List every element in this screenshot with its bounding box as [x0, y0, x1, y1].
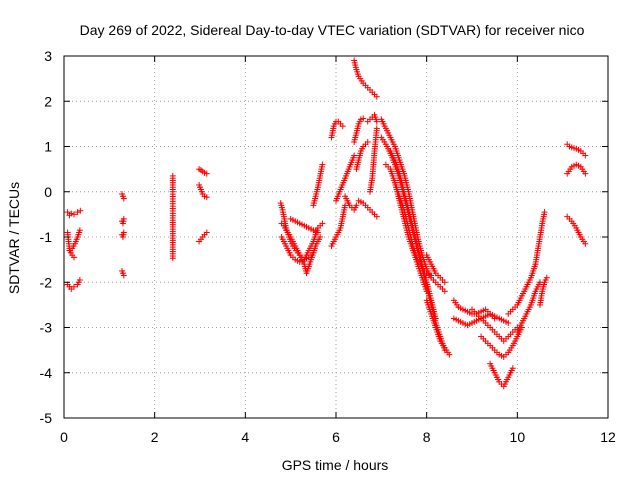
- data-point: [203, 194, 210, 201]
- data-point: [509, 365, 516, 372]
- data-point: [373, 118, 380, 125]
- data-point: [582, 152, 589, 159]
- data-point: [441, 279, 448, 286]
- x-tick-label: 6: [332, 429, 340, 445]
- y-tick-label: -5: [40, 410, 53, 426]
- data-point: [582, 170, 589, 177]
- data-point: [68, 210, 75, 217]
- data-point: [74, 209, 81, 216]
- data-point: [317, 234, 324, 240]
- x-tick-label: 8: [423, 429, 431, 445]
- y-tick-label: -1: [40, 229, 53, 245]
- data-point: [441, 288, 448, 295]
- axis-ticks: [63, 55, 609, 419]
- data-point: [120, 195, 127, 202]
- data-point: [319, 220, 326, 227]
- data-point: [373, 125, 380, 132]
- x-axis-label: GPS time / hours: [282, 457, 389, 473]
- y-tick-labels: -5 -4 -3 -2 -1 0 1 2 3: [40, 48, 53, 426]
- data-point: [582, 240, 589, 247]
- y-tick-label: 0: [44, 184, 52, 200]
- data-point: [70, 283, 77, 290]
- data-point: [120, 215, 127, 222]
- y-tick-label: -3: [40, 320, 53, 336]
- data-point: [364, 138, 371, 145]
- data-point: [203, 229, 210, 236]
- data-point: [314, 229, 321, 236]
- x-tick-label: 10: [510, 429, 526, 445]
- data-point: [543, 274, 550, 281]
- y-tick-label: 2: [44, 93, 52, 109]
- x-tick-labels: 0 2 4 6 8 10 12: [60, 429, 616, 445]
- data-point: [360, 115, 367, 122]
- data-point: [541, 209, 548, 216]
- data-point: [353, 202, 360, 209]
- data-point: [351, 152, 358, 159]
- x-tick-label: 12: [600, 429, 616, 445]
- data-points: [64, 57, 589, 390]
- data-point: [339, 123, 346, 130]
- data-point: [120, 229, 127, 236]
- data-point: [64, 209, 71, 216]
- x-tick-label: 0: [60, 429, 68, 445]
- y-tick-label: -4: [40, 365, 53, 381]
- x-tick-label: 2: [151, 429, 159, 445]
- data-point: [76, 227, 83, 234]
- data-point: [70, 211, 77, 218]
- data-point: [505, 319, 512, 326]
- data-point: [120, 272, 127, 279]
- y-tick-label: 3: [44, 48, 52, 64]
- data-point: [169, 255, 176, 262]
- data-point: [76, 276, 83, 283]
- data-point: [373, 213, 380, 220]
- chart-title: Day 269 of 2022, Sidereal Day-to-day VTE…: [80, 22, 585, 38]
- x-tick-label: 4: [241, 429, 249, 445]
- y-tick-label: 1: [44, 139, 52, 155]
- y-axis-label: SDTVAR / TECUs: [6, 182, 22, 294]
- data-point: [203, 170, 210, 177]
- data-point: [446, 351, 453, 358]
- data-point: [319, 161, 326, 168]
- data-point: [373, 93, 380, 100]
- data-point: [428, 272, 435, 279]
- data-point: [70, 254, 77, 261]
- data-point: [77, 207, 84, 214]
- data-point: [423, 288, 430, 295]
- y-tick-label: -2: [40, 274, 53, 290]
